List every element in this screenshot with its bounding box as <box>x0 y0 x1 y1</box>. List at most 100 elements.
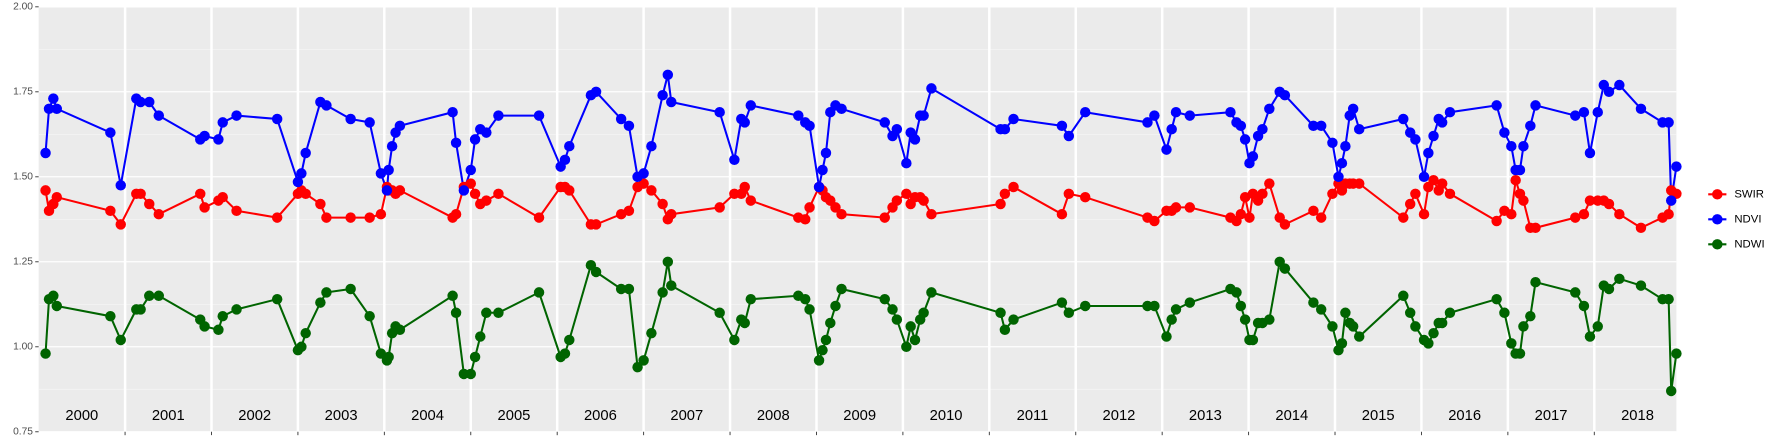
data-point <box>315 297 326 308</box>
data-point <box>1142 117 1153 128</box>
data-point <box>217 191 228 203</box>
data-point <box>1264 178 1275 189</box>
data-point <box>662 69 674 81</box>
year-label: 2015 <box>1362 408 1395 424</box>
data-point <box>321 100 332 111</box>
data-point <box>296 341 307 353</box>
year-label: 2013 <box>1189 408 1222 424</box>
data-point <box>1149 110 1160 121</box>
data-point <box>1635 280 1647 291</box>
data-point <box>217 117 228 128</box>
data-point <box>1184 110 1196 121</box>
data-point <box>729 154 740 166</box>
data-point <box>1279 263 1291 274</box>
data-point <box>533 110 545 121</box>
data-point <box>1423 147 1434 159</box>
data-point <box>1166 123 1177 135</box>
data-point <box>926 287 937 298</box>
data-point <box>465 178 476 189</box>
data-point <box>879 117 890 128</box>
data-point <box>1279 219 1291 230</box>
data-point <box>1530 276 1541 288</box>
data-point <box>1530 222 1541 234</box>
year-label: 2001 <box>152 408 185 424</box>
data-point <box>383 164 394 176</box>
data-point <box>559 154 571 166</box>
data-point <box>1353 123 1365 135</box>
data-point <box>666 208 677 220</box>
data-point <box>115 219 126 230</box>
data-point <box>1333 171 1344 183</box>
data-point <box>1247 334 1259 346</box>
data-point <box>144 198 155 210</box>
data-point <box>1063 130 1075 142</box>
year-label: 2008 <box>757 408 790 424</box>
data-point <box>804 120 815 132</box>
data-point <box>1315 304 1327 315</box>
data-point <box>1510 174 1521 186</box>
data-point <box>830 202 841 213</box>
data-point <box>144 96 155 108</box>
data-point <box>300 147 311 159</box>
data-point <box>1570 110 1581 121</box>
year-label: 2011 <box>1017 408 1049 424</box>
data-point <box>739 317 750 329</box>
data-point <box>1592 106 1603 118</box>
data-point <box>1264 103 1275 115</box>
data-point <box>1635 222 1647 234</box>
data-point <box>1170 304 1182 315</box>
data-point <box>199 130 210 142</box>
data-point <box>43 103 55 115</box>
data-point <box>105 205 116 217</box>
data-point <box>891 123 903 135</box>
data-point <box>153 290 165 302</box>
data-point <box>1436 317 1448 329</box>
data-point <box>657 89 668 101</box>
data-point <box>213 324 224 336</box>
data-point <box>153 208 165 220</box>
data-point <box>657 287 668 298</box>
data-point <box>1428 130 1439 142</box>
year-label: 2000 <box>65 408 98 424</box>
data-point <box>1506 208 1517 220</box>
data-point <box>481 307 492 319</box>
data-point <box>901 341 912 353</box>
data-point <box>836 103 847 115</box>
data-point <box>199 321 210 332</box>
data-point <box>213 134 224 145</box>
data-point <box>469 188 481 200</box>
data-point <box>918 195 929 206</box>
data-point <box>1149 215 1160 227</box>
data-point <box>745 195 757 206</box>
data-point <box>1436 178 1448 189</box>
data-point <box>1404 307 1416 319</box>
data-point <box>1436 117 1448 128</box>
data-point <box>292 176 304 188</box>
data-point <box>115 334 126 346</box>
data-point <box>817 164 828 176</box>
year-label: 2010 <box>930 408 963 424</box>
data-point <box>926 83 937 94</box>
data-point <box>1614 273 1625 285</box>
data-point <box>1080 106 1091 118</box>
data-point <box>1166 314 1177 325</box>
year-label: 2017 <box>1535 408 1568 424</box>
data-point <box>105 310 116 322</box>
data-point <box>1056 208 1068 220</box>
data-point <box>714 106 725 118</box>
data-point <box>1584 147 1596 159</box>
year-label: 2002 <box>238 408 271 424</box>
data-point <box>590 219 602 230</box>
data-point <box>1578 208 1590 220</box>
data-point <box>1308 205 1319 217</box>
data-point <box>1225 106 1236 118</box>
data-point <box>1665 195 1677 206</box>
data-point <box>199 202 210 213</box>
year-label: 2016 <box>1448 408 1481 424</box>
data-point <box>825 317 836 329</box>
data-point <box>51 300 63 312</box>
data-point <box>1665 385 1677 397</box>
data-point <box>623 120 635 132</box>
data-point <box>1315 212 1327 223</box>
data-point <box>1161 144 1172 155</box>
